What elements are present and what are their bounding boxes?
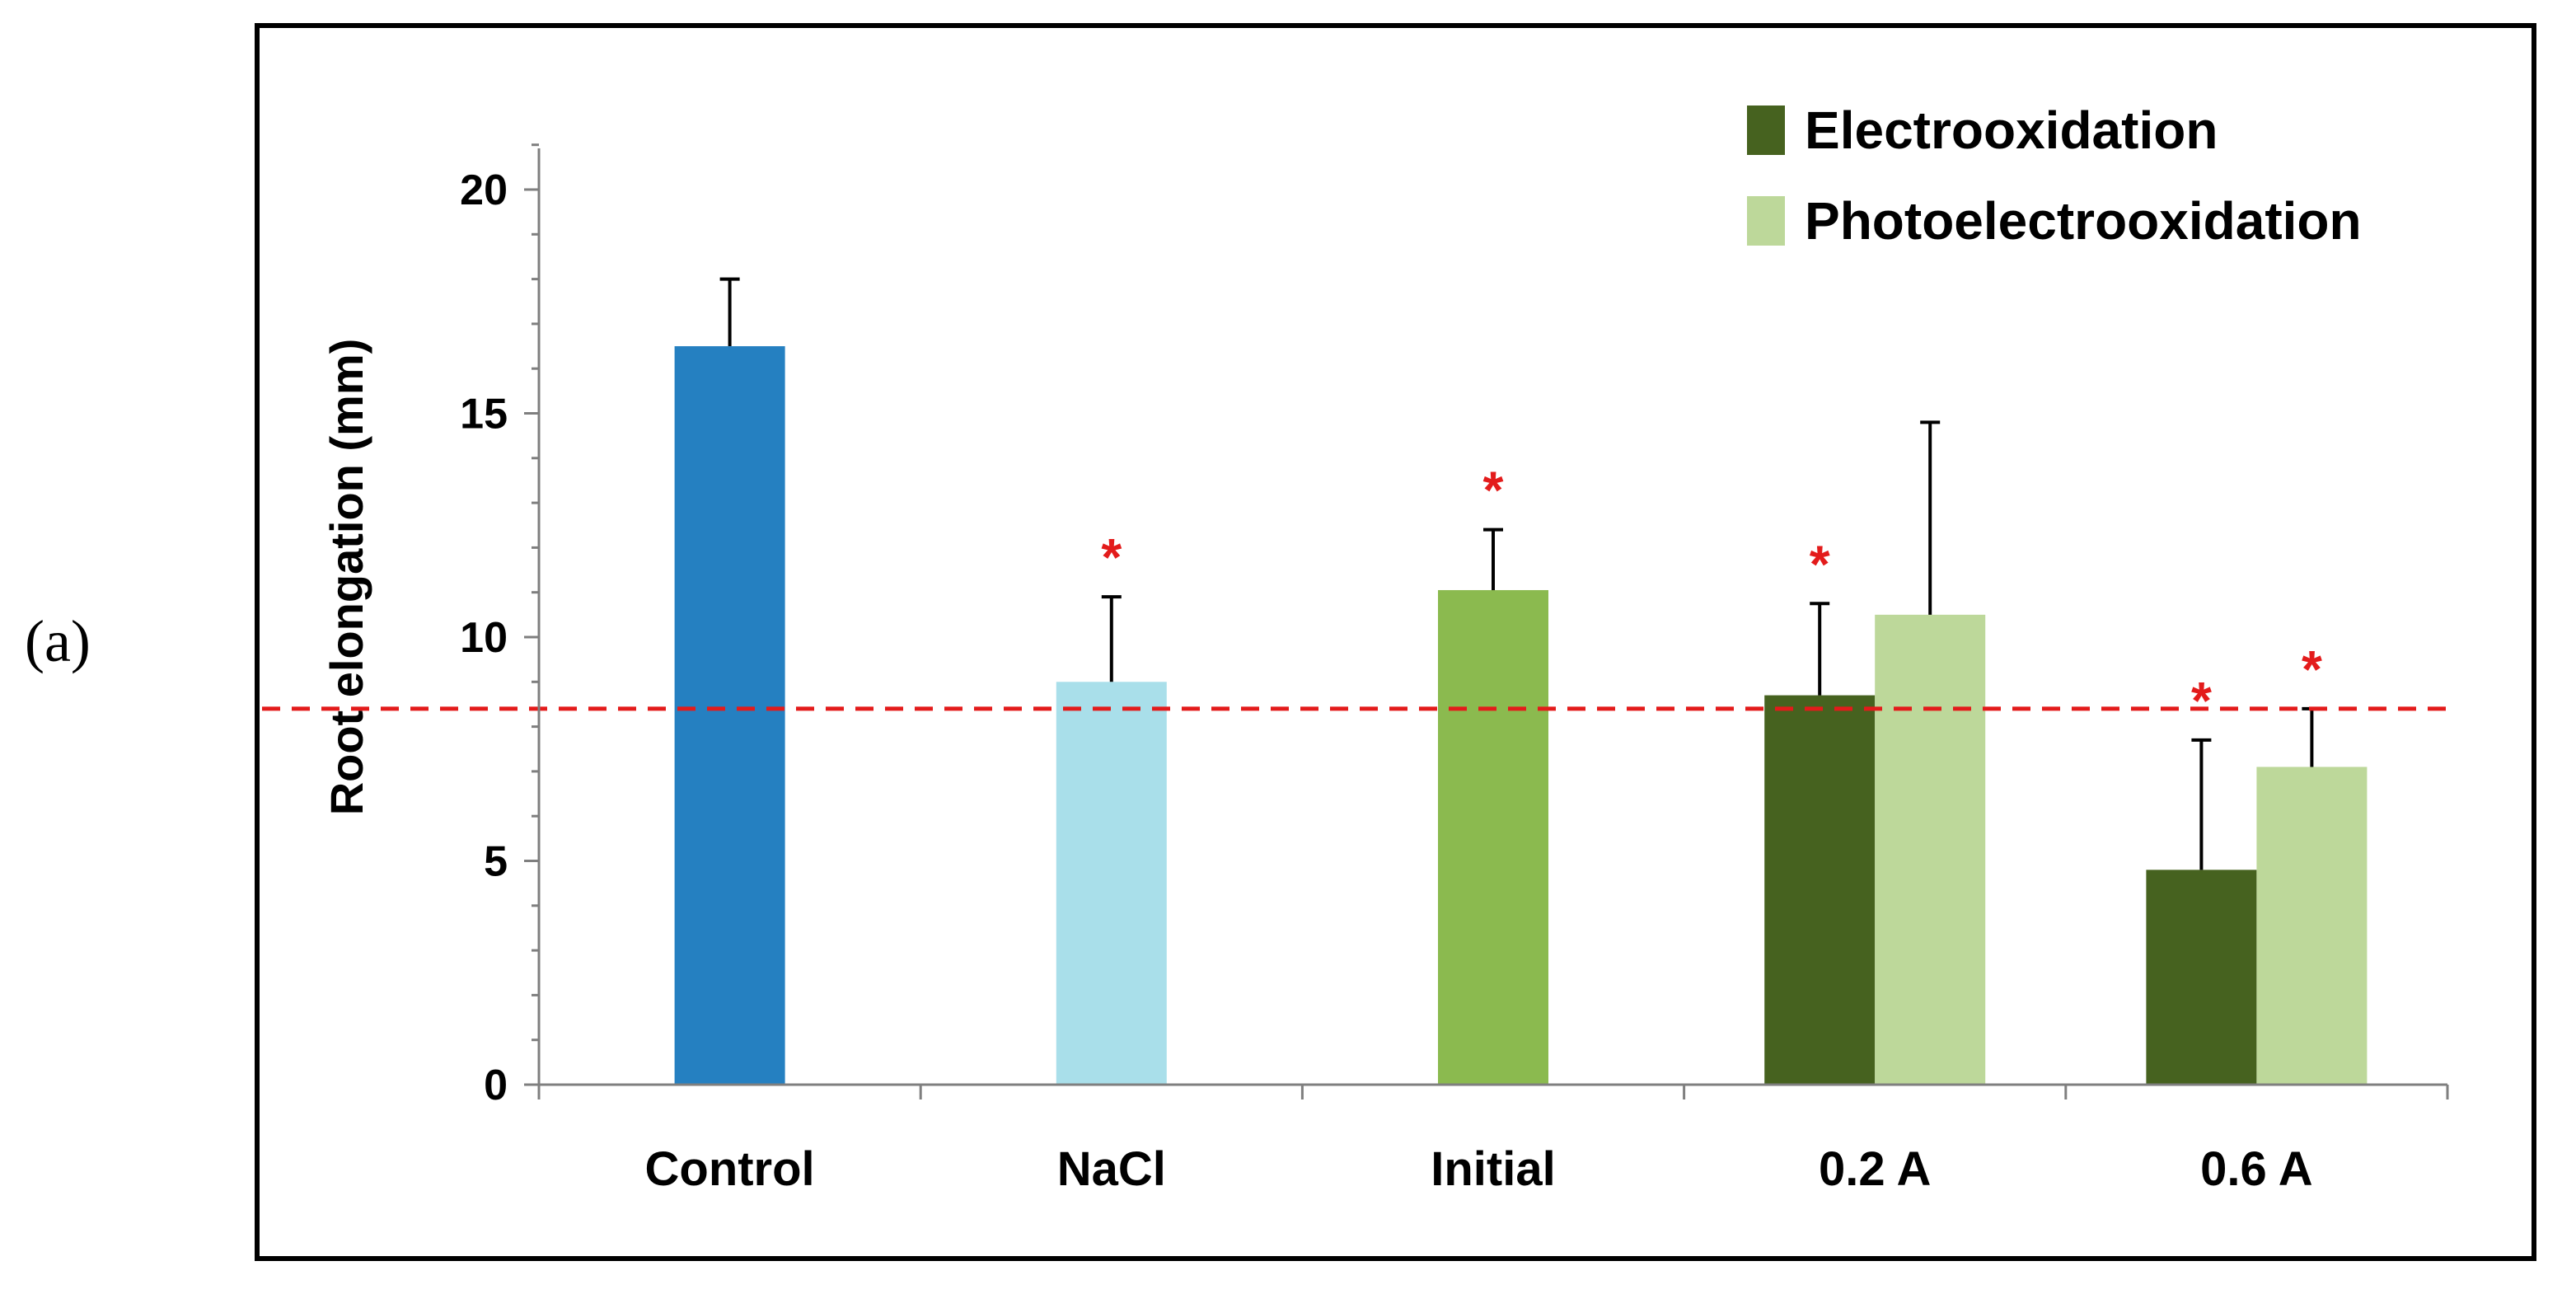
y-tick-label-0: 0: [484, 1062, 508, 1109]
legend-swatch-electrooxidation: [1747, 105, 1785, 155]
legend-label-electrooxidation: Electrooxidation: [1805, 101, 2218, 160]
bar-nacl-significance-star: *: [1101, 527, 1122, 587]
bar-0-6-a-electrooxidation-significance-star: *: [2191, 671, 2212, 730]
chart-frame: [255, 23, 2536, 1261]
legend-label-photoelectrooxidation: Photoelectrooxidation: [1805, 191, 2362, 251]
y-tick-label-20: 20: [460, 166, 508, 214]
y-axis-label: Root elongation (mm): [321, 339, 372, 816]
bar-0-6-a-photoelectrooxidation-significance-star: *: [2302, 640, 2322, 699]
x-tick-label-control: Control: [645, 1142, 815, 1196]
axes-layer: 0 5 10 15 20 Control NaCl Initial 0.2 A 0.6 A Root…: [321, 143, 2449, 1196]
bar-initial-significance-star: *: [1483, 461, 1504, 520]
bar-0-6-a-electrooxidation: [2146, 870, 2257, 1085]
y-tick-label-5: 5: [484, 838, 508, 886]
y-tick-label-15: 15: [460, 391, 508, 438]
bar-0-2-a-electrooxidation: [1764, 695, 1876, 1085]
legend-swatch-photoelectrooxidation: [1747, 196, 1785, 246]
x-tick-label-nacl: NaCl: [1057, 1142, 1166, 1196]
bar-0-2-a-photoelectrooxidation: [1875, 614, 1986, 1085]
x-tick-label-0-6-a: 0.6 A: [2200, 1142, 2312, 1196]
significance-layer: * * * * *: [1101, 461, 2322, 730]
x-tick-label-initial: Initial: [1431, 1142, 1555, 1196]
panel-label: (a): [25, 608, 91, 674]
y-tick-label-10: 10: [460, 614, 508, 662]
bar-control: [674, 346, 785, 1085]
bar-nacl: [1056, 682, 1167, 1085]
bars-layer: [674, 346, 2368, 1085]
legend: Electrooxidation Photoelectrooxidation: [1747, 101, 2362, 251]
x-tick-label-0-2-a: 0.2 A: [1819, 1142, 1931, 1196]
bar-0-2-a-electrooxidation-significance-star: *: [1810, 534, 1830, 593]
bar-0-6-a-photoelectrooxidation: [2256, 767, 2368, 1085]
bar-initial: [1438, 589, 1548, 1085]
error-bars-layer: [719, 277, 2322, 870]
